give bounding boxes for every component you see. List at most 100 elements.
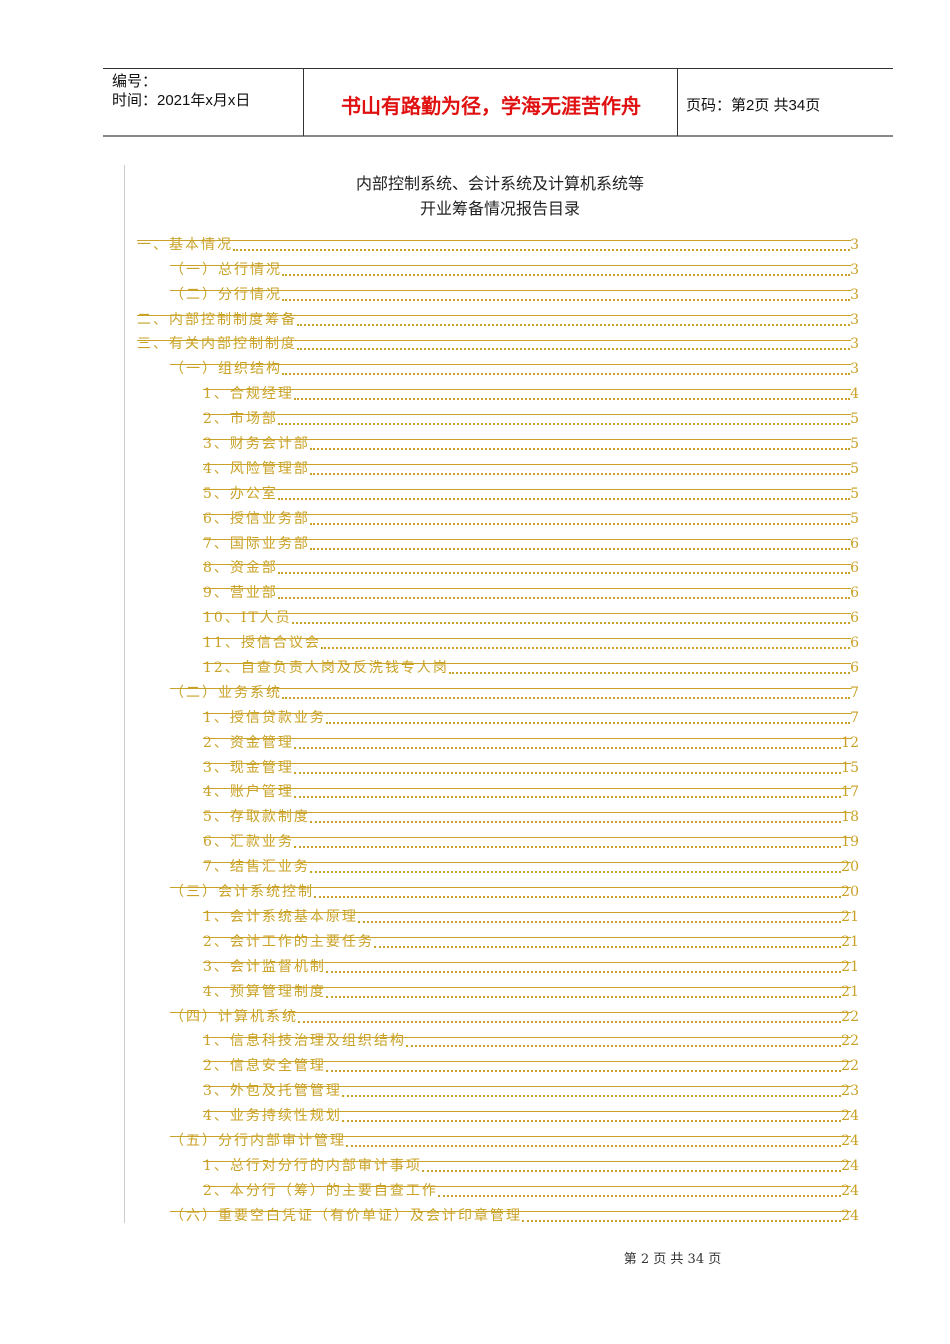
- strikethrough: [203, 588, 851, 590]
- page-footer: 第 2 页 共 34 页: [623, 1252, 722, 1267]
- toc-entry-text: （三）会计系统控制: [170, 884, 314, 901]
- toc-entry[interactable]: （三）会计系统控制 20: [137, 876, 859, 901]
- toc-entry[interactable]: 5、存取款制度 18: [137, 801, 859, 826]
- toc-entry-text: 12、自查负责人岗及反洗钱专人岗: [203, 660, 449, 677]
- toc-entry[interactable]: 1、信息科技治理及组织结构 22: [137, 1026, 859, 1051]
- dot-leader: [448, 671, 851, 675]
- dot-leader: [309, 820, 842, 824]
- toc-entry[interactable]: 2、本分行（筹）的主要自查工作 24: [137, 1175, 859, 1200]
- toc-entry-text: 三、有关内部控制制度: [137, 336, 297, 353]
- toc-entry[interactable]: 1、总行对分行的内部审计事项 24: [137, 1150, 859, 1175]
- strikethrough: [203, 389, 851, 391]
- strikethrough: [203, 837, 851, 839]
- dot-leader: [357, 920, 842, 923]
- toc-entry-text: 2、信息安全管理: [203, 1058, 326, 1075]
- toc-entry-text: （二）分行情况: [170, 286, 282, 303]
- toc-entry[interactable]: 1、授信贷款业务 7: [137, 702, 859, 727]
- toc-entry-page: 24: [841, 1132, 859, 1149]
- toc-entry-page: 17: [841, 784, 859, 801]
- dot-leader: [277, 596, 851, 600]
- toc-entry[interactable]: 2、信息安全管理 22: [137, 1050, 859, 1075]
- strikethrough: [170, 887, 851, 889]
- toc-entry[interactable]: 二、内部控制制度筹备 3: [137, 304, 859, 329]
- toc-entry-text: （一）总行情况: [170, 261, 282, 278]
- strikethrough: [203, 762, 851, 764]
- toc-entry[interactable]: 12、自查负责人岗及反洗钱专人岗 6: [137, 652, 859, 677]
- toc-entry[interactable]: 7、结售汇业务 20: [137, 851, 859, 876]
- toc-entry[interactable]: 3、外包及托管管理 23: [137, 1075, 859, 1100]
- strikethrough: [203, 1036, 851, 1038]
- toc-entry-text: 1、授信贷款业务: [203, 709, 326, 726]
- toc-entry[interactable]: 6、汇款业务 19: [137, 826, 859, 851]
- strikethrough: [203, 1061, 851, 1063]
- dot-leader: [309, 447, 851, 451]
- toc-entry[interactable]: （二）分行情况 3: [137, 279, 859, 304]
- toc-entry-text: 7、结售汇业务: [203, 859, 310, 876]
- dot-leader: [309, 472, 851, 475]
- dot-leader: [325, 1069, 842, 1073]
- dot-leader: [325, 970, 842, 973]
- toc-entry-page: 24: [841, 1157, 859, 1174]
- toc-entry[interactable]: （一）总行情况 3: [137, 254, 859, 279]
- dot-leader: [293, 397, 851, 401]
- toc-entry[interactable]: 6、授信业务部 5: [137, 503, 859, 528]
- toc-entry-page: 5: [850, 485, 859, 502]
- toc-entry-text: 2、会计工作的主要任务: [203, 933, 374, 950]
- toc-entry-text: 3、现金管理: [203, 759, 294, 776]
- toc-entry[interactable]: （一）组织结构 3: [137, 353, 859, 378]
- toc-entry-text: 5、存取款制度: [203, 809, 310, 826]
- header-divider: [677, 68, 678, 136]
- toc-entry[interactable]: 3、财务会计部 5: [137, 428, 859, 453]
- toc-entry[interactable]: 2、资金管理 12: [137, 727, 859, 752]
- toc-entry[interactable]: 9、营业部 6: [137, 577, 859, 602]
- toc-entry[interactable]: 3、现金管理 15: [137, 752, 859, 777]
- toc-entry[interactable]: 4、预算管理制度 21: [137, 976, 859, 1001]
- toc-entry-page: 22: [841, 1058, 859, 1075]
- strikethrough: [203, 538, 851, 540]
- toc-entry[interactable]: 4、业务持续性规划 24: [137, 1100, 859, 1125]
- toc-entry[interactable]: （四）计算机系统 22: [137, 1001, 859, 1026]
- toc-entry-page: 3: [850, 336, 859, 353]
- toc-entry-text: 9、营业部: [203, 585, 278, 602]
- toc-entry-text: 4、业务持续性规划: [203, 1108, 342, 1125]
- toc-entry[interactable]: （五）分行内部审计管理 24: [137, 1125, 859, 1150]
- strikethrough: [203, 488, 851, 490]
- toc-entry-text: （一）组织结构: [170, 361, 282, 378]
- strikethrough: [203, 563, 851, 565]
- toc-entry[interactable]: 8、资金部 6: [137, 553, 859, 578]
- toc-entry[interactable]: （六）重要空白凭证（有价单证）及会计印章管理 24: [137, 1200, 859, 1225]
- toc-entry[interactable]: 1、合规经理 4: [137, 378, 859, 403]
- strikethrough: [137, 314, 851, 316]
- toc-entry[interactable]: 4、账户管理 17: [137, 777, 859, 802]
- dot-leader: [293, 795, 842, 799]
- toc-entry-text: 1、总行对分行的内部审计事项: [203, 1157, 422, 1174]
- toc-entry[interactable]: 1、会计系统基本原理 21: [137, 901, 859, 926]
- toc-entry-page: 5: [850, 460, 859, 477]
- dot-leader: [522, 1219, 842, 1222]
- toc-entry-page: 15: [841, 759, 859, 776]
- toc-entry-page: 24: [841, 1108, 859, 1125]
- dot-leader: [320, 646, 851, 650]
- dot-leader: [325, 995, 842, 998]
- toc-entry[interactable]: 三、有关内部控制制度 3: [137, 329, 859, 354]
- toc-entry[interactable]: 10、IT人员 6: [137, 602, 859, 627]
- toc-entry-page: 4: [850, 386, 859, 403]
- dot-leader: [314, 895, 842, 899]
- toc-entry[interactable]: 一、基本情况 3: [137, 229, 859, 254]
- toc-entry[interactable]: 2、市场部 5: [137, 403, 859, 428]
- toc-entry[interactable]: 11、授信合议会 6: [137, 627, 859, 652]
- toc-entry[interactable]: 7、国际业务部 6: [137, 528, 859, 553]
- strikethrough: [203, 1111, 851, 1113]
- toc-entry-page: 19: [841, 834, 859, 851]
- toc-entry-text: 8、资金部: [203, 560, 278, 577]
- toc-entry[interactable]: （二）业务系统 7: [137, 677, 859, 702]
- toc-entry-page: 20: [841, 884, 859, 901]
- toc-entry[interactable]: 2、会计工作的主要任务 21: [137, 926, 859, 951]
- dot-leader: [309, 870, 842, 874]
- toc-entry[interactable]: 5、办公室 5: [137, 478, 859, 503]
- toc-entry[interactable]: 3、会计监督机制 21: [137, 951, 859, 976]
- toc-entry-text: 6、汇款业务: [203, 834, 294, 851]
- toc-entry[interactable]: 4、风险管理部 5: [137, 453, 859, 478]
- toc-entry-text: 3、会计监督机制: [203, 958, 326, 975]
- toc-entry-text: （六）重要空白凭证（有价单证）及会计印章管理: [170, 1207, 522, 1224]
